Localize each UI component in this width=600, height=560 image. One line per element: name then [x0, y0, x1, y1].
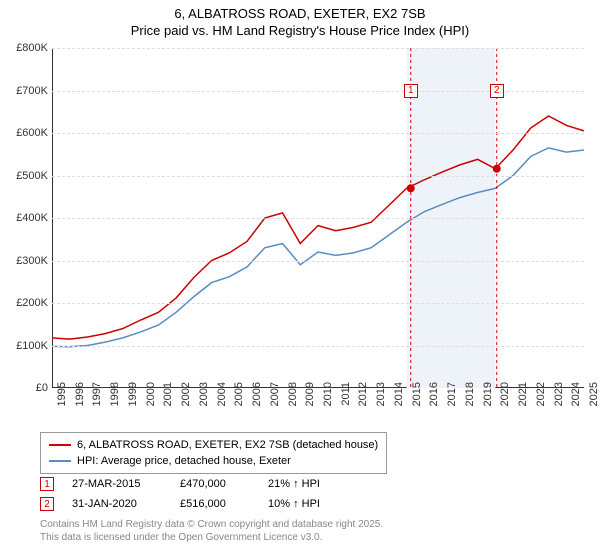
marker-dot-2 [493, 165, 501, 173]
x-tick-label: 1999 [127, 382, 139, 406]
sales-date: 27-MAR-2015 [72, 478, 162, 490]
marker-dot-1 [407, 184, 415, 192]
y-tick-label: £600K [4, 127, 48, 139]
sales-row: 1 27-MAR-2015 £470,000 21% ↑ HPI [40, 474, 348, 494]
legend-row: HPI: Average price, detached house, Exet… [49, 453, 378, 469]
gridline [52, 48, 584, 49]
sales-price: £470,000 [180, 478, 250, 490]
gridline [52, 133, 584, 134]
legend: 6, ALBATROSS ROAD, EXETER, EX2 7SB (deta… [40, 432, 387, 474]
legend-row: 6, ALBATROSS ROAD, EXETER, EX2 7SB (deta… [49, 437, 378, 453]
x-tick-label: 2000 [145, 382, 157, 406]
gridline [52, 303, 584, 304]
x-tick-label: 1998 [109, 382, 121, 406]
x-tick-label: 2023 [553, 382, 565, 406]
legend-swatch [49, 444, 71, 446]
x-tick-label: 2025 [588, 382, 600, 406]
x-tick-label: 2016 [428, 382, 440, 406]
gridline [52, 218, 584, 219]
gridline [52, 346, 584, 347]
y-tick-label: £500K [4, 170, 48, 182]
y-tick-label: £400K [4, 212, 48, 224]
x-tick-label: 2020 [499, 382, 511, 406]
title-block: 6, ALBATROSS ROAD, EXETER, EX2 7SB Price… [0, 0, 600, 38]
series-line-property [52, 116, 584, 339]
x-tick-label: 2022 [535, 382, 547, 406]
x-tick-label: 2002 [180, 382, 192, 406]
gridline [52, 91, 584, 92]
x-tick-label: 2019 [482, 382, 494, 406]
x-tick-label: 2018 [464, 382, 476, 406]
x-tick-label: 2003 [198, 382, 210, 406]
gridline [52, 176, 584, 177]
chart-subtitle: Price paid vs. HM Land Registry's House … [0, 23, 600, 38]
marker-label-2: 2 [490, 84, 504, 98]
x-tick-label: 2024 [570, 382, 582, 406]
sales-delta: 10% ↑ HPI [268, 498, 348, 510]
x-tick-label: 1997 [91, 382, 103, 406]
y-tick-label: £100K [4, 340, 48, 352]
x-tick-label: 2006 [251, 382, 263, 406]
y-tick-label: £700K [4, 85, 48, 97]
y-tick-label: £200K [4, 297, 48, 309]
sales-table: 1 27-MAR-2015 £470,000 21% ↑ HPI 2 31-JAN-202… [40, 474, 348, 514]
x-tick-label: 1995 [56, 382, 68, 406]
legend-swatch [49, 460, 71, 462]
legend-label: 6, ALBATROSS ROAD, EXETER, EX2 7SB (deta… [77, 439, 378, 451]
footer: Contains HM Land Registry data © Crown c… [40, 518, 383, 544]
x-tick-label: 2013 [375, 382, 387, 406]
marker-label-1: 1 [404, 84, 418, 98]
x-tick-label: 2014 [393, 382, 405, 406]
sales-delta: 21% ↑ HPI [268, 478, 348, 490]
y-tick-label: £0 [4, 382, 48, 394]
x-tick-label: 2008 [287, 382, 299, 406]
sales-date: 31-JAN-2020 [72, 498, 162, 510]
x-tick-label: 2010 [322, 382, 334, 406]
x-tick-label: 2001 [162, 382, 174, 406]
chart-area: £0£100K£200K£300K£400K£500K£600K£700K£80… [52, 48, 584, 388]
x-tick-label: 2015 [411, 382, 423, 406]
legend-label: HPI: Average price, detached house, Exet… [77, 455, 291, 467]
gridline [52, 261, 584, 262]
x-tick-label: 2007 [269, 382, 281, 406]
sales-price: £516,000 [180, 498, 250, 510]
footer-line-2: This data is licensed under the Open Gov… [40, 531, 383, 544]
y-tick-label: £800K [4, 42, 48, 54]
x-tick-label: 2009 [304, 382, 316, 406]
x-tick-label: 2017 [446, 382, 458, 406]
chart-title: 6, ALBATROSS ROAD, EXETER, EX2 7SB [0, 6, 600, 21]
sales-row: 2 31-JAN-2020 £516,000 10% ↑ HPI [40, 494, 348, 514]
x-tick-label: 2021 [517, 382, 529, 406]
sales-marker-badge: 2 [40, 497, 54, 511]
x-tick-label: 2012 [357, 382, 369, 406]
x-tick-label: 2005 [233, 382, 245, 406]
x-tick-label: 2004 [216, 382, 228, 406]
series-line-hpi [52, 148, 584, 347]
x-tick-label: 1996 [74, 382, 86, 406]
x-tick-label: 2011 [340, 382, 352, 406]
sales-marker-badge: 1 [40, 477, 54, 491]
footer-line-1: Contains HM Land Registry data © Crown c… [40, 518, 383, 531]
y-tick-label: £300K [4, 255, 48, 267]
